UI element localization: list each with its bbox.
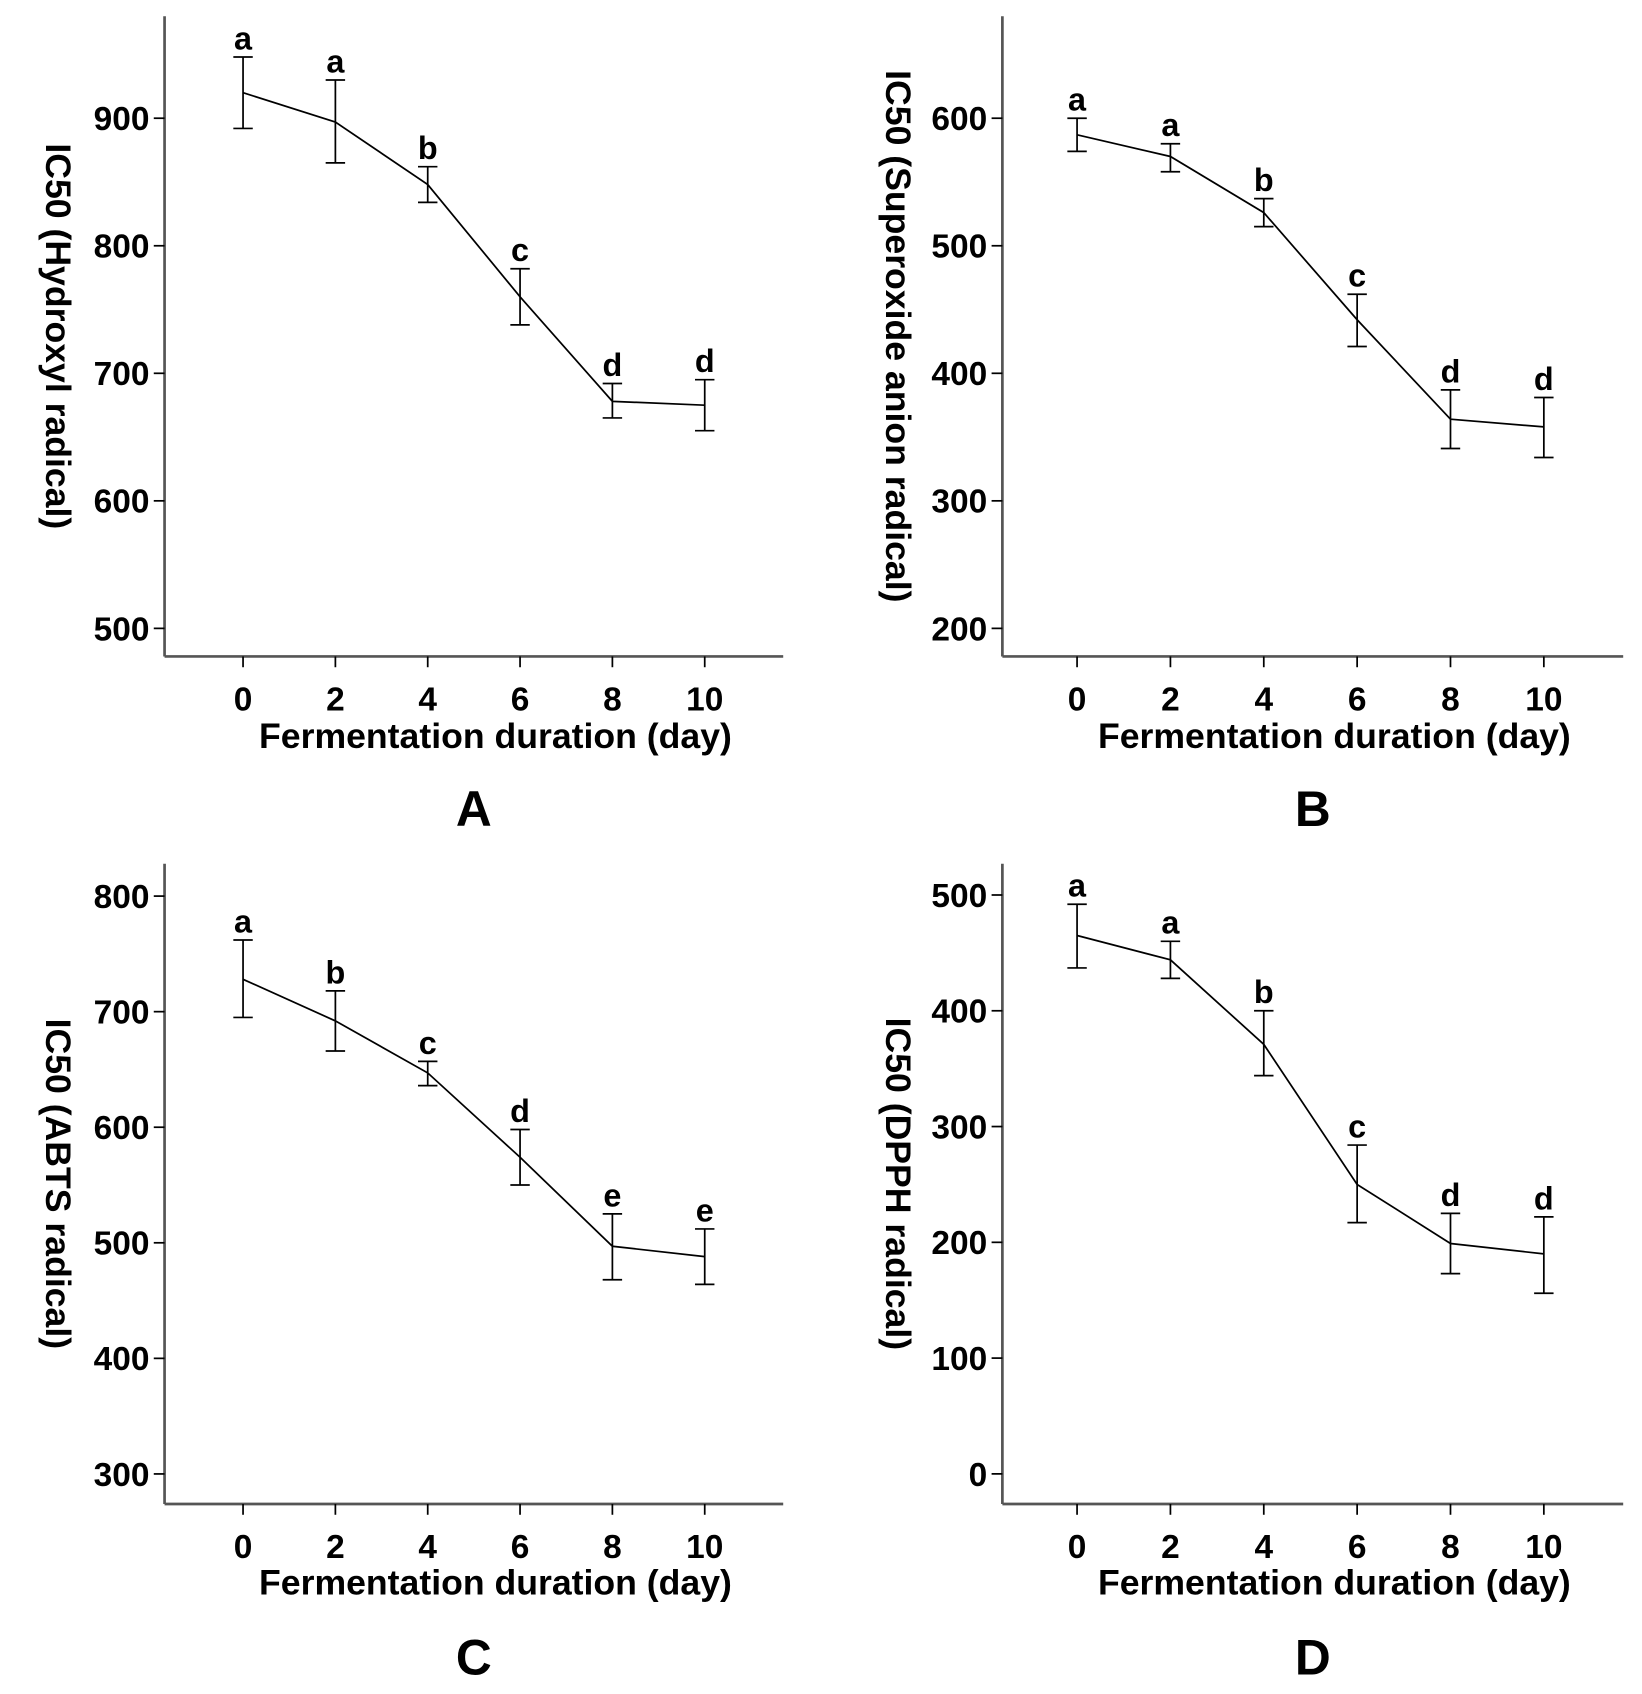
x-tick-label: 2 bbox=[326, 681, 345, 718]
y-tick-label: 100 bbox=[931, 1341, 987, 1378]
series-line bbox=[1076, 934, 1544, 1255]
significance-letter: a bbox=[234, 903, 253, 939]
x-tick-label: 10 bbox=[1525, 681, 1562, 718]
x-tick-label: 4 bbox=[1254, 681, 1273, 718]
y-tick-label: 300 bbox=[931, 484, 987, 521]
x-tick-label: 6 bbox=[1348, 681, 1367, 718]
significance-letter: b bbox=[1254, 162, 1274, 198]
significance-letter: c bbox=[419, 1025, 437, 1061]
y-tick-label: 500 bbox=[94, 611, 150, 648]
x-tick-label: 6 bbox=[511, 1529, 530, 1566]
significance-letter: e bbox=[696, 1192, 714, 1228]
x-tick-label: 2 bbox=[1161, 681, 1180, 718]
x-tick-label: 4 bbox=[418, 1529, 437, 1566]
x-tick-label: 10 bbox=[1525, 1529, 1562, 1566]
y-tick-label: 500 bbox=[931, 229, 987, 266]
x-axis-title: Fermentation duration (day) bbox=[259, 1563, 732, 1603]
y-tick-label: 300 bbox=[931, 1109, 987, 1146]
x-tick-label: 4 bbox=[1254, 1529, 1273, 1566]
x-tick-label: 6 bbox=[1348, 1529, 1367, 1566]
significance-letter: a bbox=[1161, 107, 1180, 143]
y-tick-label: 800 bbox=[94, 229, 150, 266]
x-axis-title: Fermentation duration (day) bbox=[1098, 716, 1571, 756]
significance-letter: d bbox=[695, 343, 715, 379]
significance-letter: d bbox=[1534, 1180, 1554, 1216]
y-tick-label: 200 bbox=[931, 1225, 987, 1262]
y-tick-label: 500 bbox=[931, 878, 987, 915]
x-tick-label: 8 bbox=[1441, 1529, 1460, 1566]
y-tick-label: 400 bbox=[94, 1341, 150, 1378]
x-tick-label: 10 bbox=[686, 681, 723, 718]
y-tick-label: 600 bbox=[94, 484, 150, 521]
significance-letter: a bbox=[1068, 82, 1087, 118]
significance-letter: a bbox=[1161, 905, 1180, 941]
x-tick-label: 0 bbox=[234, 1529, 253, 1566]
x-tick-label: 8 bbox=[603, 1529, 622, 1566]
y-tick-label: 200 bbox=[931, 611, 987, 648]
significance-letter: b bbox=[1254, 974, 1274, 1010]
x-tick-label: 6 bbox=[511, 681, 530, 718]
y-tick-label: 0 bbox=[969, 1457, 988, 1494]
series-line bbox=[1076, 133, 1544, 428]
x-tick-label: 2 bbox=[1161, 1529, 1180, 1566]
significance-letter: d bbox=[510, 1093, 530, 1129]
x-tick-label: 0 bbox=[1068, 681, 1087, 718]
x-tick-label: 8 bbox=[603, 681, 622, 718]
significance-letter: d bbox=[1441, 1177, 1461, 1213]
y-tick-label: 600 bbox=[94, 1110, 150, 1147]
y-axis-title: IC50 (Hydroxyl radical) bbox=[38, 143, 78, 529]
panel-label: A bbox=[456, 781, 492, 837]
series-line bbox=[242, 978, 705, 1258]
y-tick-label: 800 bbox=[94, 879, 150, 916]
panel-label: D bbox=[1295, 1630, 1331, 1686]
significance-letter: a bbox=[234, 20, 253, 56]
significance-letter: b bbox=[418, 130, 438, 166]
y-tick-label: 700 bbox=[94, 995, 150, 1032]
y-tick-label: 500 bbox=[94, 1226, 150, 1263]
series-line bbox=[242, 91, 705, 407]
x-tick-label: 2 bbox=[326, 1529, 345, 1566]
significance-letter: c bbox=[1348, 258, 1366, 294]
panel-label: B bbox=[1295, 781, 1331, 837]
significance-letter: b bbox=[325, 954, 345, 990]
x-tick-label: 4 bbox=[418, 681, 437, 718]
y-tick-label: 400 bbox=[931, 356, 987, 393]
x-tick-label: 8 bbox=[1441, 681, 1460, 718]
significance-letter: d bbox=[1441, 353, 1461, 389]
y-tick-label: 600 bbox=[931, 101, 987, 138]
panel-label: C bbox=[456, 1630, 492, 1686]
y-tick-label: 400 bbox=[931, 994, 987, 1031]
x-axis-title: Fermentation duration (day) bbox=[1098, 1563, 1571, 1603]
x-tick-label: 0 bbox=[234, 681, 253, 718]
significance-letter: c bbox=[1348, 1109, 1366, 1145]
significance-letter: a bbox=[326, 43, 345, 79]
x-tick-label: 10 bbox=[686, 1529, 723, 1566]
significance-letter: d bbox=[602, 347, 622, 383]
x-axis-title: Fermentation duration (day) bbox=[259, 716, 732, 756]
y-axis-title: IC50 (Superoxide anion radical) bbox=[878, 70, 918, 602]
significance-letter: e bbox=[603, 1177, 621, 1213]
significance-letter: d bbox=[1534, 361, 1554, 397]
significance-letter: a bbox=[1068, 868, 1087, 904]
y-tick-label: 900 bbox=[94, 101, 150, 138]
x-tick-label: 0 bbox=[1068, 1529, 1087, 1566]
y-axis-title: IC50 (ABTS radical) bbox=[38, 1019, 78, 1349]
significance-letter: c bbox=[511, 232, 529, 268]
y-axis-title: IC50 (DPPH radical) bbox=[878, 1018, 918, 1350]
y-tick-label: 300 bbox=[94, 1457, 150, 1494]
y-tick-label: 700 bbox=[94, 356, 150, 393]
